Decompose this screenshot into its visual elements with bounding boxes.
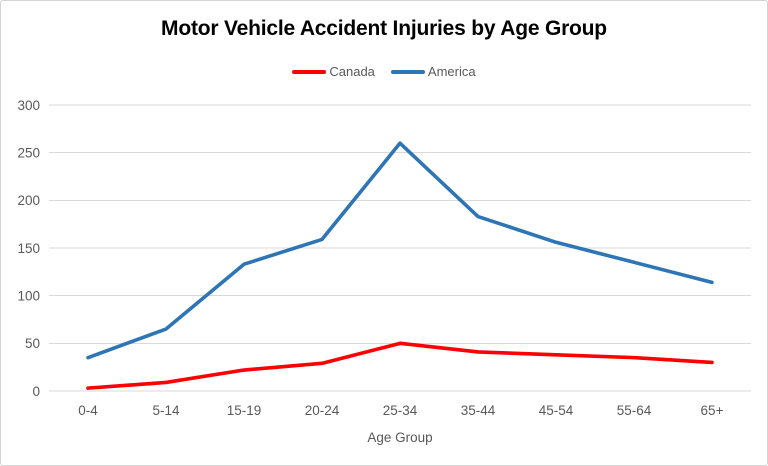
y-axis-tick-label: 100 <box>17 288 40 303</box>
x-axis-tick-label: 25-34 <box>383 403 418 418</box>
x-axis-tick-label: 65+ <box>701 403 724 418</box>
x-axis-tick-label: 35-44 <box>461 403 496 418</box>
series-line-canada <box>86 341 714 390</box>
x-axis-tick-label: 5-14 <box>152 403 180 418</box>
x-axis-tick-label: 15-19 <box>227 403 262 418</box>
legend-label-canada: Canada <box>329 64 375 79</box>
y-axis-tick-label: 50 <box>25 336 40 351</box>
x-axis-tick-label: 45-54 <box>539 403 574 418</box>
legend-item-canada: Canada <box>292 64 375 79</box>
legend-item-america: America <box>390 64 476 79</box>
y-axis-tick-label: 200 <box>17 193 40 208</box>
series-line-america <box>86 141 714 360</box>
y-axis-tick-label: 150 <box>17 241 40 256</box>
chart-legend: Canada America <box>1 64 767 79</box>
y-axis-tick-label: 250 <box>17 145 40 160</box>
chart-title: Motor Vehicle Accident Injuries by Age G… <box>161 17 607 40</box>
y-axis-tick-label: 0 <box>32 384 40 399</box>
x-axis-title: Age Group <box>367 430 433 445</box>
x-axis-tick-label: 20-24 <box>305 403 340 418</box>
y-axis-tick-label: 300 <box>17 98 40 113</box>
legend-swatch-canada <box>292 69 327 74</box>
x-axis-tick-label: 55-64 <box>617 403 652 418</box>
legend-label-america: America <box>427 64 476 79</box>
legend-swatch-america <box>390 69 425 74</box>
x-axis-tick-label: 0-4 <box>78 403 98 418</box>
